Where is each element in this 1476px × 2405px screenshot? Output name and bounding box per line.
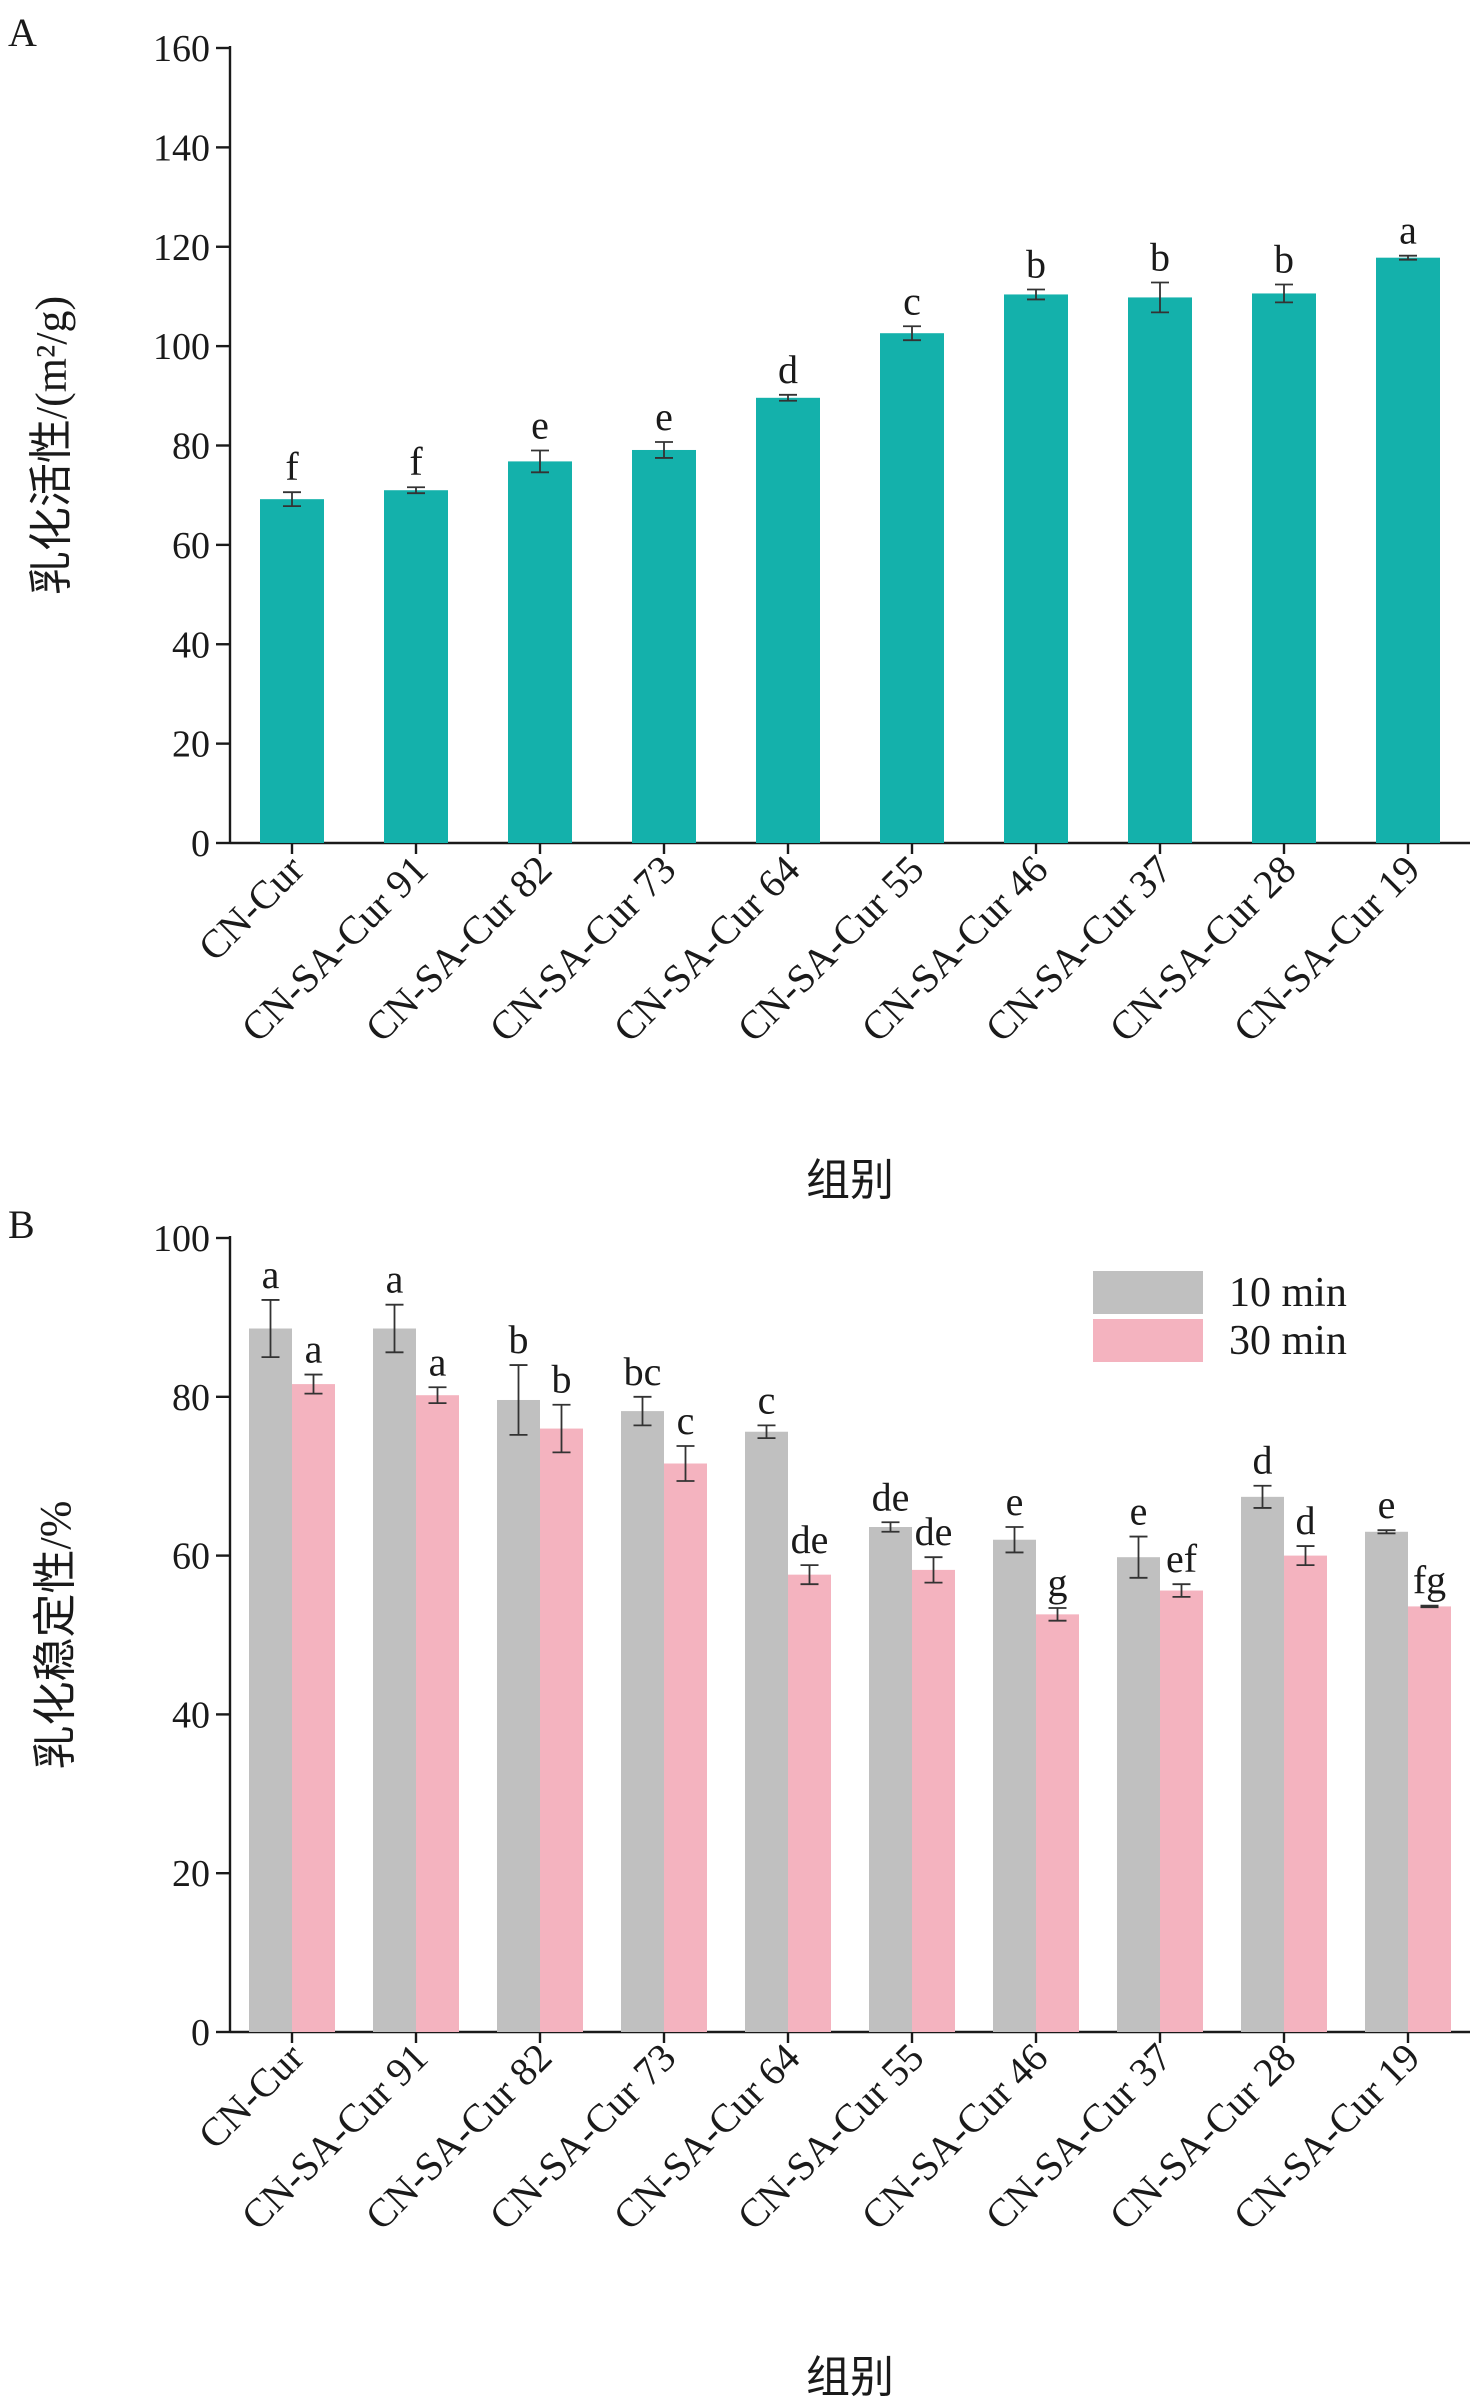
significance-letter: d xyxy=(778,347,798,392)
y-tick-label: 120 xyxy=(153,227,210,269)
bar xyxy=(249,1328,292,2032)
panel-a-label: A xyxy=(8,10,37,55)
bar xyxy=(416,1395,459,2032)
significance-letter: ef xyxy=(1166,1536,1198,1581)
panel-b-label: B xyxy=(8,1202,35,1247)
bar xyxy=(632,449,696,843)
bar xyxy=(1117,1557,1160,2032)
significance-letter: b xyxy=(1026,241,1046,286)
y-tick-label: 40 xyxy=(172,1694,210,1736)
bar xyxy=(373,1328,416,2032)
bar xyxy=(993,1539,1036,2032)
bar xyxy=(384,490,448,843)
significance-letter: bc xyxy=(624,1349,662,1394)
bar xyxy=(788,1574,831,2032)
y-axis-title: 乳化稳定性/% xyxy=(31,1501,80,1770)
significance-letter: a xyxy=(305,1327,323,1372)
y-tick-label: 80 xyxy=(172,426,210,468)
significance-letter: e xyxy=(531,402,549,447)
bar xyxy=(1376,257,1440,843)
bar xyxy=(1004,294,1068,843)
bar xyxy=(508,461,572,843)
significance-letter: e xyxy=(655,394,673,439)
significance-letter: e xyxy=(1130,1489,1148,1534)
significance-letter: b xyxy=(552,1357,572,1402)
x-axis-title: 组别 xyxy=(806,2353,894,2402)
bar xyxy=(1036,1614,1079,2032)
legend-label: 30 min xyxy=(1229,1318,1347,1364)
bar xyxy=(869,1527,912,2032)
y-tick-label: 140 xyxy=(153,127,210,169)
significance-letter: a xyxy=(429,1339,447,1384)
significance-letter: a xyxy=(386,1257,404,1302)
bar xyxy=(1284,1555,1327,2032)
bar xyxy=(1252,293,1316,843)
y-tick-label: 0 xyxy=(191,823,210,865)
significance-letter: d xyxy=(1253,1438,1273,1483)
significance-letter: d xyxy=(1296,1498,1316,1543)
legend-swatch xyxy=(1093,1271,1203,1314)
x-axis-title: 组别 xyxy=(806,1156,894,1205)
bar xyxy=(1241,1496,1284,2032)
significance-letter: e xyxy=(1378,1482,1396,1527)
significance-letter: e xyxy=(1006,1479,1024,1524)
y-tick-label: 20 xyxy=(172,724,210,766)
significance-letter: g xyxy=(1048,1560,1068,1605)
bar xyxy=(1128,297,1192,843)
bar xyxy=(260,499,324,843)
y-tick-label: 60 xyxy=(172,1536,210,1578)
bar xyxy=(621,1411,664,2032)
significance-letter: de xyxy=(872,1474,910,1519)
y-tick-label: 100 xyxy=(153,326,210,368)
bar xyxy=(1160,1590,1203,2032)
y-tick-label: 60 xyxy=(172,525,210,567)
bar xyxy=(1408,1606,1451,2032)
legend-label: 10 min xyxy=(1229,1270,1347,1316)
significance-letter: fg xyxy=(1413,1558,1446,1603)
significance-letter: b xyxy=(509,1317,529,1362)
significance-letter: b xyxy=(1274,237,1294,282)
significance-letter: a xyxy=(262,1252,280,1297)
significance-letter: c xyxy=(677,1398,695,1443)
y-tick-label: 20 xyxy=(172,1853,210,1895)
y-tick-label: 80 xyxy=(172,1377,210,1419)
significance-letter: b xyxy=(1150,235,1170,280)
bar xyxy=(745,1431,788,2032)
significance-letter: f xyxy=(285,444,299,489)
significance-letter: f xyxy=(409,439,423,484)
y-tick-label: 100 xyxy=(153,1218,210,1260)
bar xyxy=(912,1569,955,2032)
legend-swatch xyxy=(1093,1319,1203,1362)
y-axis-title: 乳化活性/(m²/g) xyxy=(27,296,76,595)
significance-letter: c xyxy=(758,1377,776,1422)
significance-letter: de xyxy=(791,1517,829,1562)
bar xyxy=(756,397,820,843)
significance-letter: de xyxy=(915,1509,953,1554)
y-tick-label: 160 xyxy=(153,28,210,70)
y-tick-label: 0 xyxy=(191,2012,210,2054)
bar xyxy=(497,1399,540,2032)
bar xyxy=(540,1428,583,2032)
bar xyxy=(1365,1531,1408,2032)
bar xyxy=(880,333,944,843)
significance-letter: a xyxy=(1399,208,1417,253)
bar xyxy=(292,1384,335,2032)
y-tick-label: 40 xyxy=(172,624,210,666)
bar xyxy=(664,1463,707,2032)
significance-letter: c xyxy=(903,278,921,323)
